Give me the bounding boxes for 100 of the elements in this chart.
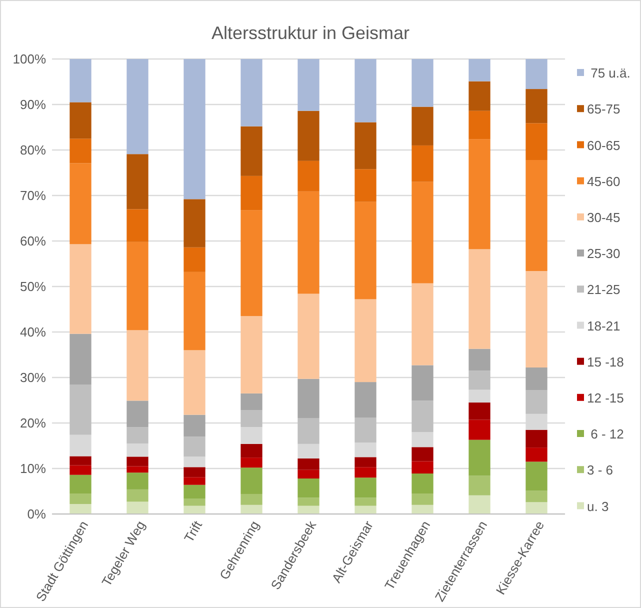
bar [126,489,148,502]
bar [412,106,434,146]
bar [240,410,262,428]
bar [184,506,206,514]
legend-label: 65-75 [587,102,620,117]
bar [298,458,320,470]
bar [354,202,376,300]
bar [126,330,148,401]
legend-label: 60-65 [587,138,620,153]
bar [298,110,320,161]
bar [354,442,376,458]
bar [184,467,206,478]
y-tick-label: 100% [12,52,46,67]
bar [468,139,490,250]
bar [298,478,320,498]
bar [126,456,148,466]
y-tick-label: 60% [20,234,46,249]
bar [354,122,376,170]
bar [412,182,434,284]
legend-label: 6 - 12 [587,426,624,442]
bar [526,271,548,368]
bar [70,384,92,435]
y-tick-label: 0% [27,506,46,522]
bar [526,123,548,160]
bar [184,247,206,272]
bar [70,163,92,244]
bar [526,367,548,390]
legend-label: 15 -18 [587,354,624,370]
bar [526,160,548,272]
bar [412,400,434,432]
bar [412,432,434,448]
bar [298,378,320,418]
bar [526,430,548,448]
bar [526,462,548,491]
bar [468,110,490,140]
bar [126,242,148,330]
bar [126,502,148,514]
bar [240,316,262,394]
bar [240,504,262,514]
bar [70,456,92,466]
bar [184,436,206,457]
bar [468,440,490,476]
bar [354,418,376,443]
bar [412,461,434,474]
bar [240,393,262,410]
bar [240,210,262,316]
bar [468,420,490,440]
bar [412,447,434,462]
bar [468,476,490,496]
x-tick-label: Trift [181,518,206,545]
y-tick-label: 20% [20,416,46,431]
bar [184,484,206,499]
bar [240,444,262,458]
legend-label: 25-30 [587,246,620,262]
bar [298,444,320,458]
bar [354,382,376,418]
bar [126,209,148,242]
bar [70,504,92,514]
bar [70,59,92,102]
bar [298,498,320,506]
legend-label: 21-25 [587,282,620,298]
bar [70,244,92,334]
y-tick-label: 40% [20,324,46,340]
bar [126,400,148,428]
legend-label: 12 -15 [587,390,624,406]
bar [354,506,376,514]
bar [184,414,206,437]
y-tick-label: 50% [20,279,46,294]
bar [298,470,320,479]
bar [70,465,92,475]
bar [412,283,434,366]
bar [70,434,92,456]
bar [526,390,548,414]
bar [70,102,92,139]
bar [468,402,490,420]
bar [468,348,490,371]
bar [298,294,320,379]
bar [126,472,148,490]
bar [468,495,490,514]
bar [70,334,92,385]
chart-title: Altersstruktur in Geismar [211,23,410,43]
bar [354,59,376,122]
bar [526,448,548,462]
bar [184,456,206,468]
bar [412,365,434,401]
bar [354,478,376,498]
bar [240,494,262,505]
bar [184,272,206,350]
y-tick-label: 70% [20,188,46,204]
legend-label: 30-45 [587,210,620,225]
bar [126,59,148,154]
bar [240,59,262,126]
bar [354,467,376,478]
legend-label: 75 u.ä. [587,66,630,81]
bar [412,145,434,182]
y-tick-label: 80% [20,142,46,158]
bar [298,59,320,111]
bar [240,427,262,444]
bar [126,427,148,444]
bar [126,154,148,210]
